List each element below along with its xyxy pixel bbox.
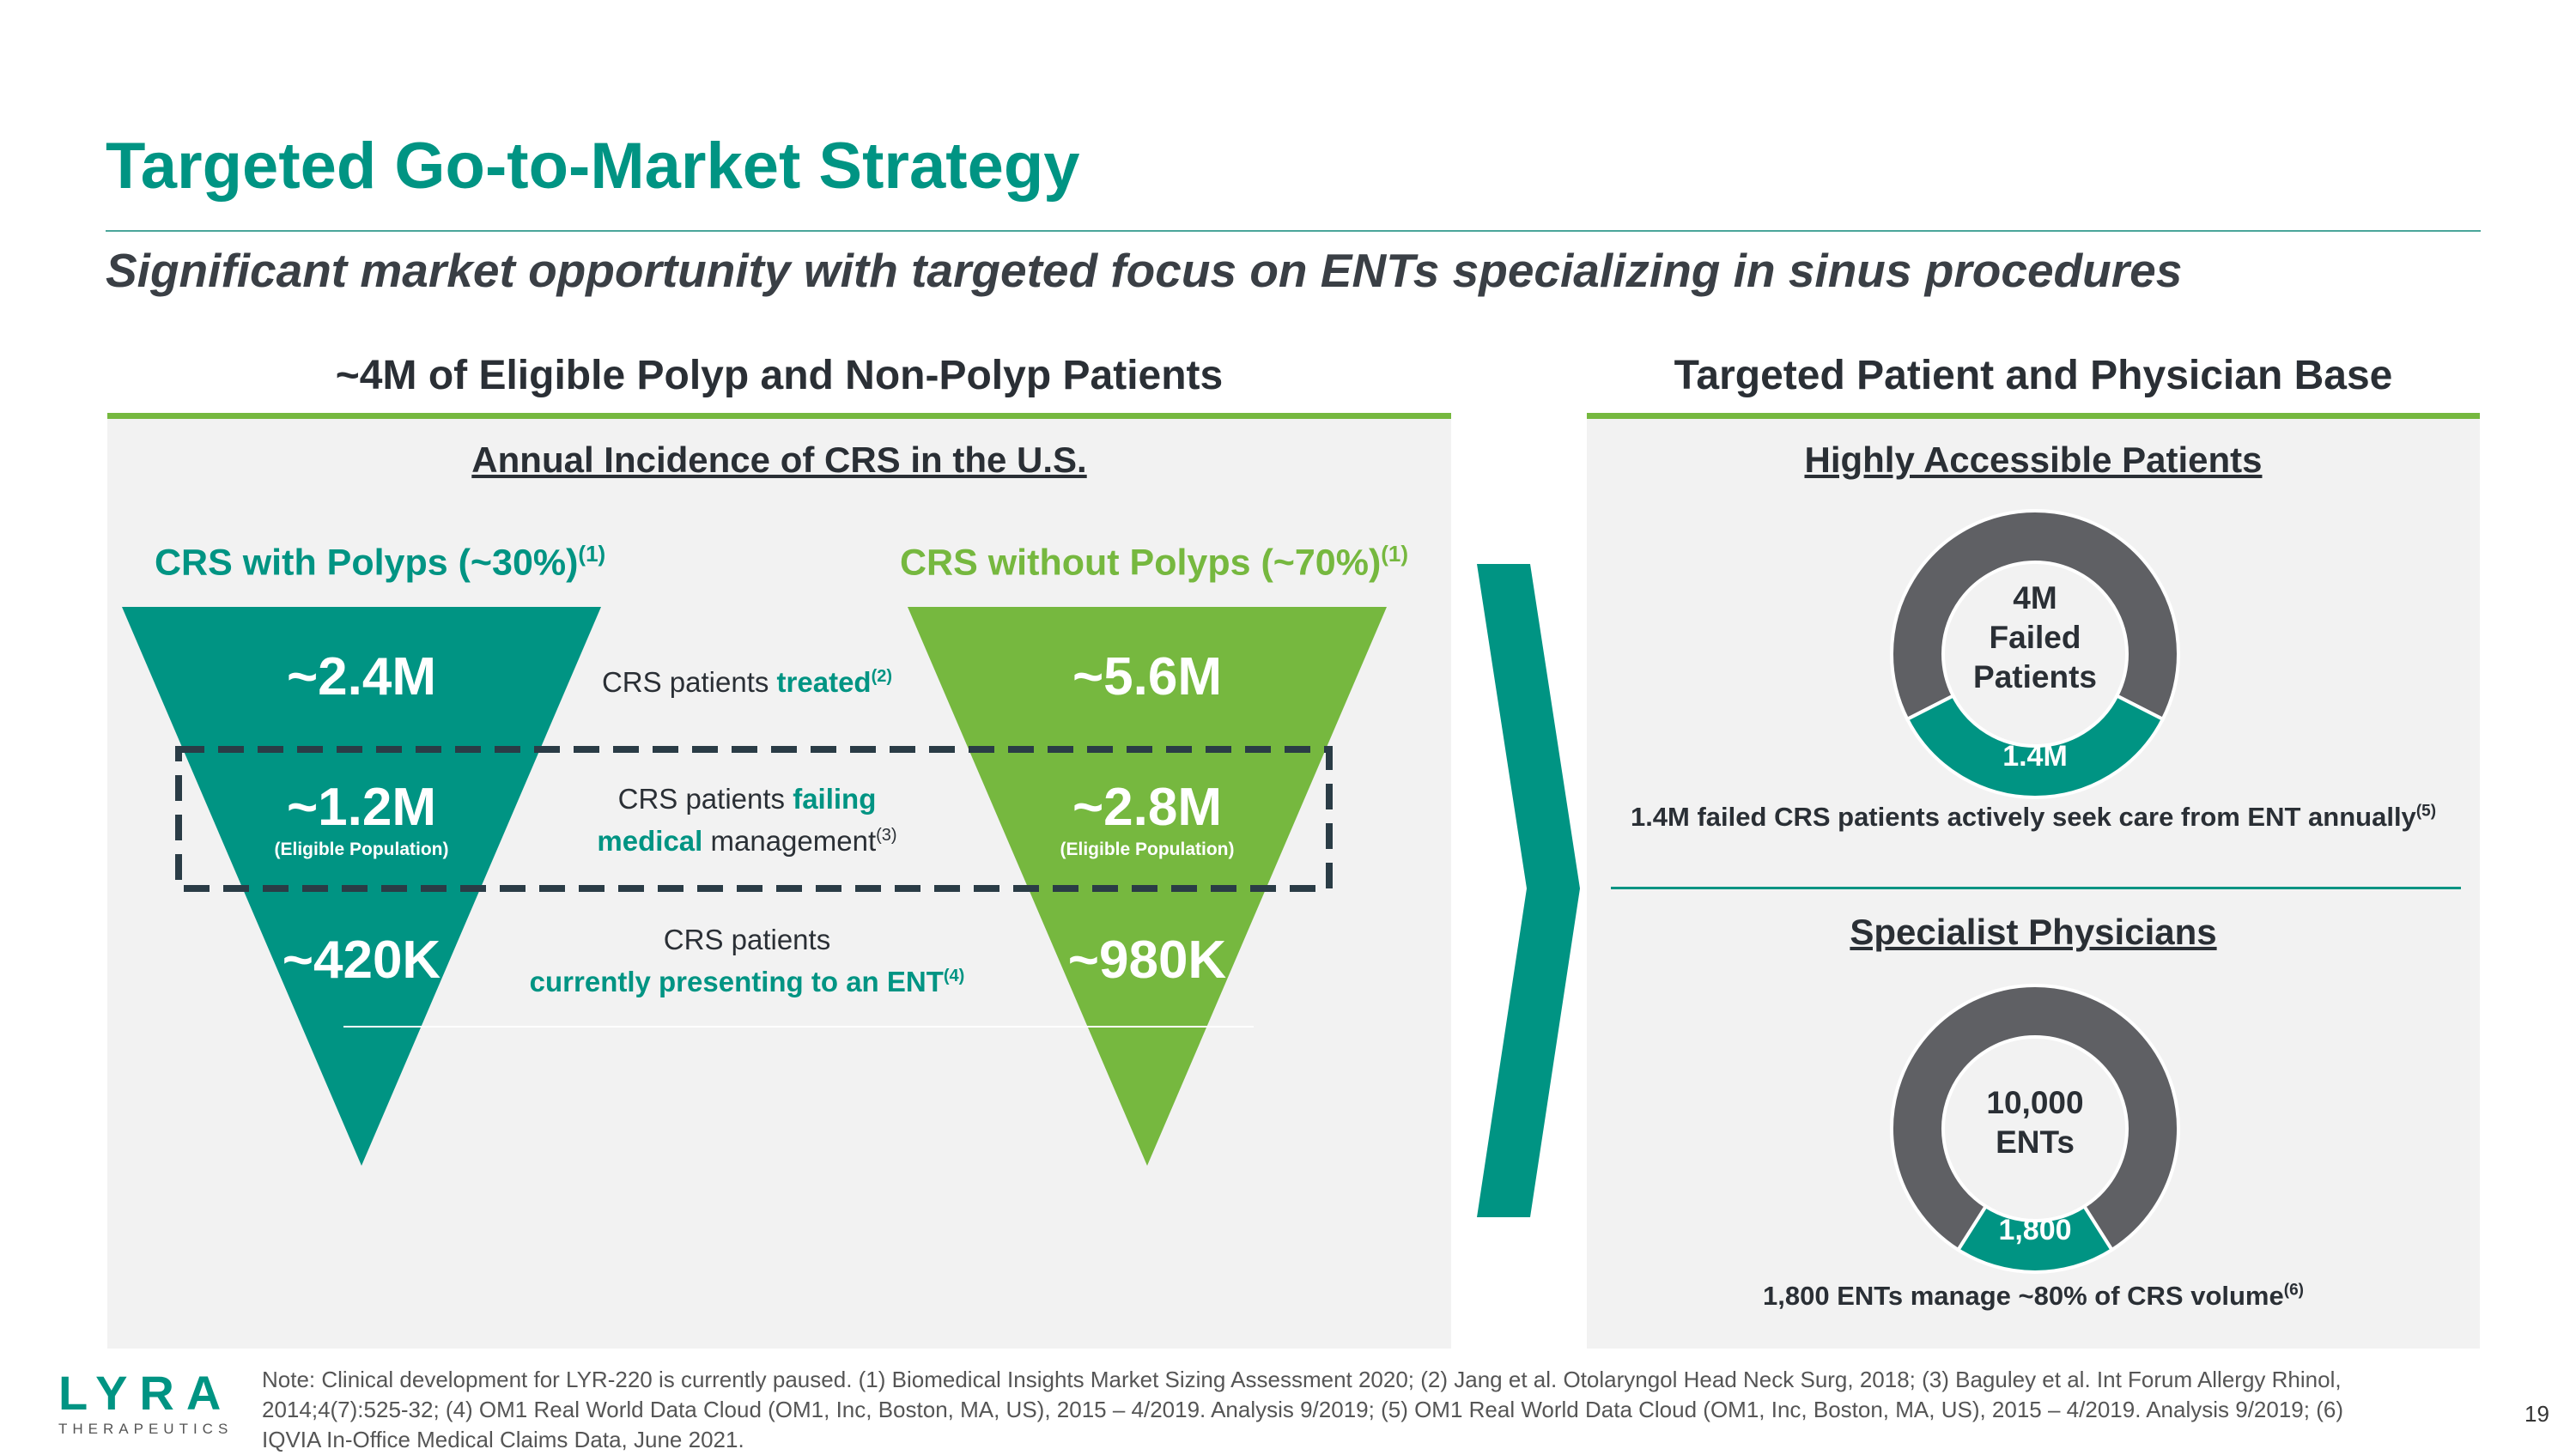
physicians-remainder-arc [1890,984,2180,1252]
polyp-failing-value: ~1.2M [286,778,437,837]
nonpolyp-column-label: CRS without Polyps (~70%)(1) [900,541,1409,584]
right-heading-bar [1587,413,2480,419]
patients-donut-ring [1890,509,2180,799]
patients-caption: 1.4M failed CRS patients actively seek c… [1630,802,2437,832]
specialist-physicians-heading: Specialist Physicians [1850,912,2217,952]
nonpolyp-failing-value: ~2.8M [1072,778,1223,837]
page-number: 19 [2524,1401,2549,1427]
right-panel [1587,419,2480,1349]
chevron-arrow [1477,564,1580,1217]
nonpolyp-treated-value: ~5.6M [1072,647,1223,706]
eligible-population-box [175,746,1333,892]
physicians-donut-ring [1890,984,2180,1274]
title-divider [106,230,2481,232]
page-title: Targeted Go-to-Market Strategy [106,130,1080,203]
row-ent-label: CRS patients currently presenting to an E… [529,924,965,997]
accessible-patients-heading: Highly Accessible Patients [1804,440,2263,480]
patients-donut-center: 4M Failed Patients [1973,580,2097,694]
lyra-logo: LYRA THERAPEUTICS [58,1366,234,1438]
row-treated-label: CRS patients treated(2) [601,666,893,698]
polyp-eligible-note: (Eligible Population) [274,840,449,859]
polyp-column-label: CRS with Polyps (~30%)(1) [155,541,606,584]
physicians-caption: 1,800 ENTs manage ~80% of CRS volume(6) [1763,1281,2304,1311]
nonpolyp-eligible-note: (Eligible Population) [1060,840,1235,859]
polyp-treated-value: ~2.4M [286,647,437,706]
annual-incidence-heading: Annual Incidence of CRS in the U.S. [471,440,1087,480]
physicians-segment-arc [1955,1203,2115,1274]
row-failing-label: CRS patients failing medical management(3… [597,783,897,857]
physicians-donut [1890,984,2180,1274]
footnote-text: Note: Clinical development for LYR-220 i… [262,1367,2343,1452]
left-heading-bar [107,413,1451,419]
physicians-donut-segment-label: 1,800 [1998,1214,2072,1246]
patients-donut-segment-label: 1.4M [2002,740,2068,773]
polyp-ent-value: ~420K [282,931,441,990]
physicians-donut-center: 10,000 ENTs [1986,1085,2084,1160]
right-divider [1611,887,2461,889]
patients-segment-arc [1905,693,2166,799]
patients-remainder-arc [1890,509,2180,722]
right-section-heading: Targeted Patient and Physician Base [1674,353,2393,398]
nonpolyp-ent-value: ~980K [1067,931,1227,990]
page-subtitle: Significant market opportunity with targ… [106,244,2183,297]
patients-donut [1890,509,2180,799]
left-section-heading: ~4M of Eligible Polyp and Non-Polyp Pati… [335,353,1224,398]
